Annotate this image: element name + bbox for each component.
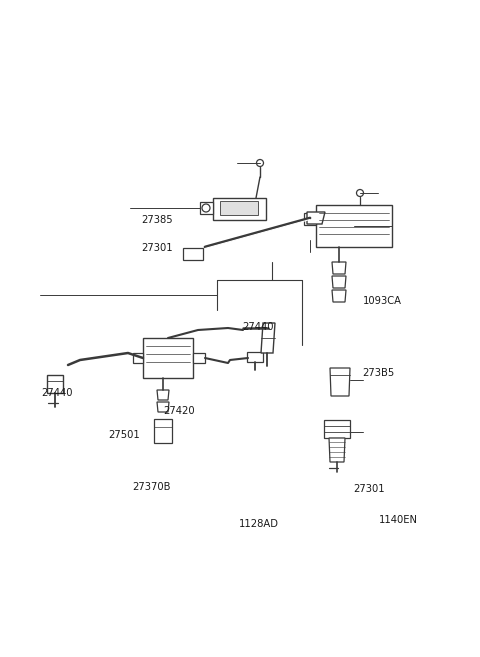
Text: 27385: 27385 bbox=[142, 215, 173, 225]
Polygon shape bbox=[183, 248, 203, 260]
Text: 27301: 27301 bbox=[353, 484, 384, 495]
Polygon shape bbox=[324, 420, 350, 438]
Polygon shape bbox=[200, 202, 213, 214]
Polygon shape bbox=[47, 375, 63, 393]
Polygon shape bbox=[261, 323, 275, 353]
Polygon shape bbox=[193, 353, 205, 363]
Polygon shape bbox=[330, 368, 350, 396]
Polygon shape bbox=[329, 438, 345, 462]
Bar bbox=[143, 338, 193, 378]
Polygon shape bbox=[332, 262, 346, 274]
Polygon shape bbox=[307, 212, 325, 224]
Polygon shape bbox=[332, 276, 346, 288]
Text: 27440: 27440 bbox=[41, 388, 72, 398]
Text: 27301: 27301 bbox=[142, 243, 173, 254]
Text: 1128AD: 1128AD bbox=[239, 519, 279, 530]
Polygon shape bbox=[332, 290, 346, 302]
Polygon shape bbox=[157, 402, 169, 412]
Text: 27420: 27420 bbox=[163, 406, 195, 417]
Polygon shape bbox=[220, 201, 258, 215]
Text: 273B5: 273B5 bbox=[362, 368, 395, 378]
Polygon shape bbox=[157, 390, 169, 400]
Circle shape bbox=[256, 160, 264, 166]
Polygon shape bbox=[154, 419, 172, 443]
Text: 27370B: 27370B bbox=[132, 482, 170, 493]
Text: 1093CA: 1093CA bbox=[362, 296, 401, 306]
Polygon shape bbox=[213, 198, 266, 220]
Polygon shape bbox=[304, 213, 316, 225]
Text: 1140EN: 1140EN bbox=[379, 515, 418, 526]
Circle shape bbox=[307, 216, 313, 222]
Circle shape bbox=[202, 204, 210, 212]
Circle shape bbox=[357, 189, 363, 196]
Text: 27501: 27501 bbox=[108, 430, 140, 440]
Polygon shape bbox=[133, 353, 143, 363]
Bar bbox=[316, 205, 392, 247]
Polygon shape bbox=[247, 352, 263, 362]
Text: 27440: 27440 bbox=[242, 322, 274, 332]
